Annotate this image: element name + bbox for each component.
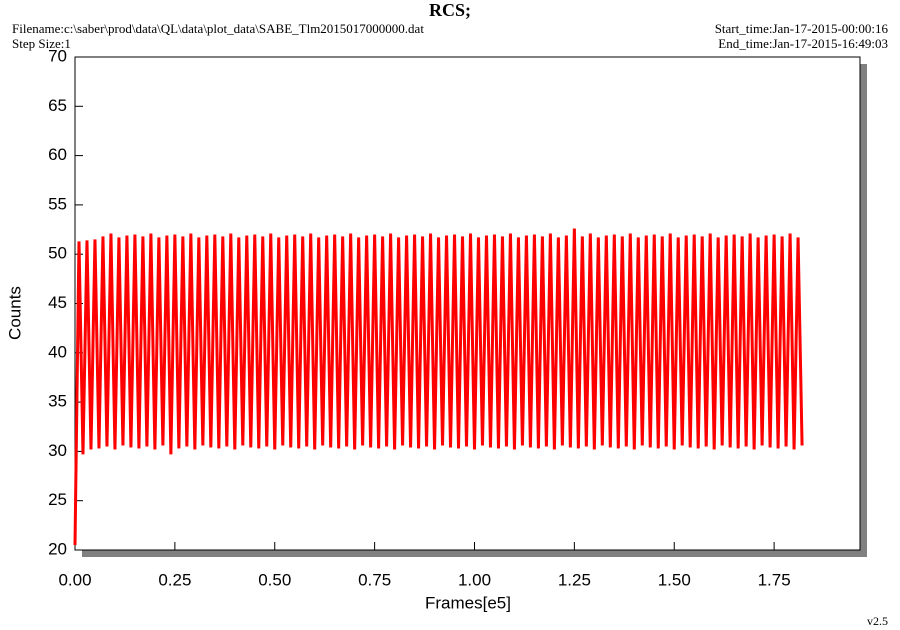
end-time: End_time:Jan-17-2015-16:49:03 [718, 36, 888, 51]
y-tick-label: 40 [48, 342, 67, 361]
x-tick-label: 0.25 [158, 570, 191, 589]
y-tick-label: 20 [48, 539, 67, 558]
y-tick-label: 45 [48, 293, 67, 312]
data-line [73, 228, 804, 546]
y-tick-label: 55 [48, 194, 67, 213]
start-time: Start_time:Jan-17-2015-00:00:16 [715, 21, 889, 36]
step-size: Step Size:1 [12, 36, 71, 51]
chart-title: RCS; [429, 0, 471, 20]
y-axis-label: Counts [5, 286, 24, 340]
filename: Filename:c:\saber\prod\data\QL\data\plot… [12, 21, 424, 36]
y-tick-label: 65 [48, 96, 67, 115]
x-axis-label: Frames[e5] [425, 593, 511, 612]
x-tick-label: 0.00 [58, 570, 91, 589]
x-tick-label: 1.25 [558, 570, 591, 589]
y-tick-label: 25 [48, 490, 67, 509]
x-tick-label: 1.00 [458, 570, 491, 589]
y-tick-label: 60 [48, 145, 67, 164]
x-tick-label: 0.75 [358, 570, 391, 589]
x-tick-label: 1.50 [658, 570, 691, 589]
x-tick-label: 0.50 [258, 570, 291, 589]
y-tick-label: 50 [48, 244, 67, 263]
version: v2.5 [867, 614, 888, 628]
x-tick-label: 1.75 [758, 570, 791, 589]
y-tick-label: 30 [48, 441, 67, 460]
y-tick-label: 35 [48, 392, 67, 411]
y-tick-label: 70 [48, 46, 67, 65]
